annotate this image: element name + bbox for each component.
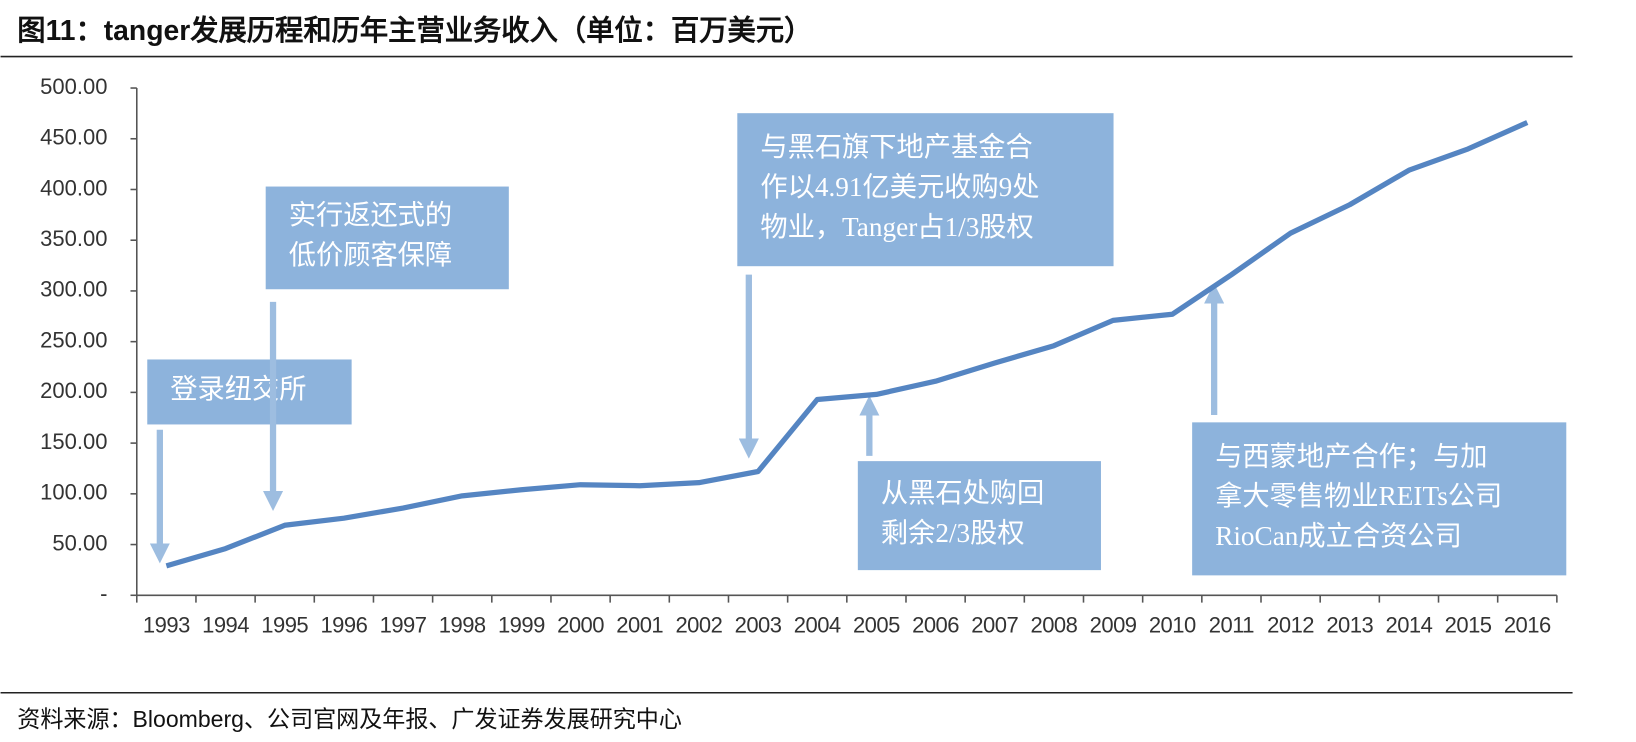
- x-tick-label: 2003: [735, 613, 782, 638]
- x-tick-label: 2012: [1267, 613, 1314, 638]
- y-tick-label: 450.00: [40, 125, 107, 150]
- chart-title: 图11：tanger发展历程和历年主营业务收入（单位：百万美元）: [17, 14, 812, 46]
- annotation-text: 低价顾客保障: [289, 240, 452, 270]
- x-tick-label: 2008: [1030, 613, 1077, 638]
- annotation-text: RioCan成立合资公司: [1215, 521, 1462, 551]
- source: 资料来源：Bloomberg、公司官网及年报、广发证券发展研究中心: [17, 706, 682, 732]
- annotation-box: [857, 461, 1101, 571]
- x-tick-label: 1997: [380, 613, 427, 638]
- x-tick-label: 1994: [202, 613, 249, 638]
- x-tick-label: 1999: [498, 613, 545, 638]
- data-line: [165, 120, 1529, 569]
- y-tick-label: 150.00: [40, 429, 107, 454]
- x-tick-label: 1993: [143, 613, 190, 638]
- y-tick-label: 250.00: [40, 327, 107, 352]
- x-tick-label: 2016: [1504, 613, 1551, 638]
- x-tick-label: 2010: [1149, 613, 1196, 638]
- y-tick-label: 100.00: [40, 480, 107, 505]
- annotation-box: [265, 186, 509, 290]
- annotation-text: 与西蒙地产合作；与加: [1215, 441, 1487, 471]
- x-tick-label: 1995: [261, 613, 308, 638]
- x-tick-label: 2000: [557, 613, 604, 638]
- annotation-box: [737, 113, 1114, 267]
- annotation-text: 拿大零售物业REITs公司: [1215, 481, 1502, 511]
- x-tick-label: 2005: [853, 613, 900, 638]
- x-tick-label: 2013: [1326, 613, 1373, 638]
- x-tick-label: 2004: [794, 613, 841, 638]
- y-tick-label: 500.00: [40, 74, 107, 99]
- y-tick-label: 400.00: [40, 175, 107, 200]
- annotation-text: 登录纽交所: [170, 374, 306, 404]
- y-tick-label: 350.00: [40, 226, 107, 251]
- x-tick-label: 1996: [320, 613, 367, 638]
- annotation-text: 物业，Tanger占1/3股权: [760, 212, 1033, 242]
- annotation-box: [147, 359, 352, 425]
- x-tick-label: 2007: [971, 613, 1018, 638]
- x-tick-label: 2001: [616, 613, 663, 638]
- annotation-text: 剩余2/3股权: [881, 518, 1025, 548]
- x-tick-label: 2015: [1445, 613, 1492, 638]
- x-tick-label: 2009: [1090, 613, 1137, 638]
- annotation-text: 实行返还式的: [289, 200, 452, 230]
- y-tick-label: 50.00: [52, 530, 107, 555]
- y-tick-label: 200.00: [40, 378, 107, 403]
- x-tick-label: 2014: [1386, 613, 1433, 638]
- x-tick-label: 2011: [1209, 613, 1255, 638]
- y-tick-label: -: [100, 581, 107, 606]
- x-tick-label: 2006: [912, 613, 959, 638]
- y-tick-label: 300.00: [40, 277, 107, 302]
- annotation-box: [1192, 422, 1567, 576]
- x-tick-label: 1998: [439, 613, 486, 638]
- annotation-text: 作以4.91亿美元收购9处: [760, 172, 1039, 202]
- annotation-text: 从黑石处购回: [881, 478, 1044, 508]
- x-tick-label: 2002: [675, 613, 722, 638]
- annotation-text: 与黑石旗下地产基金合: [760, 132, 1032, 162]
